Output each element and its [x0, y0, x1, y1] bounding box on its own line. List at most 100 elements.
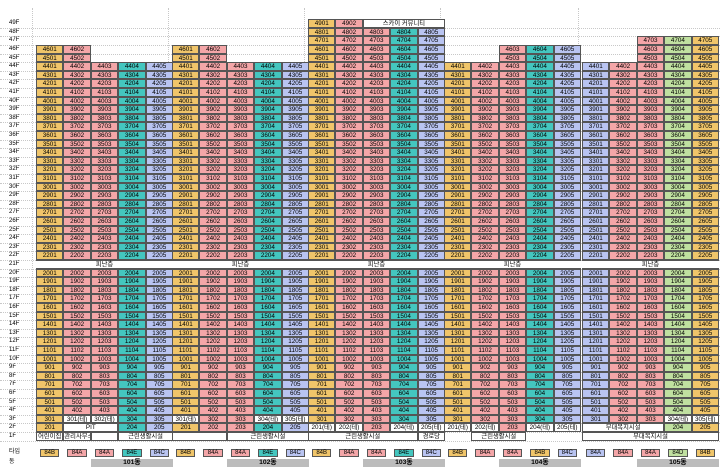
unit-cell: 2003 — [90, 268, 119, 278]
unit-cell: 2402 — [199, 234, 227, 243]
unit-cell: 1603 — [498, 303, 527, 312]
unit-cell: 4305 — [691, 70, 719, 80]
unit-cell: 3005 — [553, 182, 581, 192]
unit-cell: 4805 — [417, 27, 445, 37]
unit-cell: 4103 — [362, 88, 391, 97]
unit-cell: 3503 — [362, 139, 391, 149]
building-name: 101동 — [90, 459, 173, 467]
unit-cell: 1202 — [199, 337, 227, 346]
unit-cell: 2002 — [609, 268, 637, 278]
unit-cell: 201 — [36, 423, 64, 432]
unit-cell: 4102 — [63, 88, 91, 97]
unit-cell: 4402 — [471, 62, 499, 71]
unit-cell: 205 — [281, 423, 309, 432]
unit-cell: 705 — [417, 380, 445, 389]
type-legend-cell: 84A — [230, 449, 251, 457]
unit-cell: 2204 — [390, 251, 418, 260]
unit-cell: 1804 — [526, 285, 554, 295]
unit-cell: 2901 — [36, 191, 64, 200]
unit-cell: 4303 — [498, 70, 527, 80]
building-name: 103동 — [362, 459, 445, 467]
unit-cell: 1304 — [526, 328, 554, 338]
unit-cell: 203 — [226, 423, 255, 432]
unit-cell: 3703 — [498, 122, 527, 131]
unit-cell: 4305 — [145, 70, 173, 80]
unit-cell: 2302 — [335, 242, 363, 252]
unit-cell: 3305 — [553, 156, 581, 166]
unit-cell: 4403 — [362, 62, 391, 71]
unit-cell: 1503 — [362, 311, 391, 321]
unit-cell: 605 — [553, 389, 581, 398]
unit-cell: 3405 — [553, 148, 581, 157]
unit-cell: 2703 — [226, 208, 255, 217]
unit-cell: 1404 — [664, 320, 692, 329]
unit-cell: 3802 — [63, 113, 91, 123]
unit-cell: 2403 — [226, 234, 255, 243]
unit-cell: 2704 — [254, 208, 282, 217]
unit-cell: 4103 — [636, 88, 665, 97]
unit-cell: 1904 — [118, 277, 146, 286]
unit-cell: 1703 — [498, 294, 527, 303]
unit-cell: 1701 — [444, 294, 472, 303]
unit-cell: 702 — [609, 380, 637, 389]
unit-cell: 3001 — [444, 182, 472, 192]
unit-cell: 1905 — [417, 277, 445, 286]
unit-cell: 1401 — [582, 320, 610, 329]
unit-cell: 3702 — [471, 122, 499, 131]
unit-cell: 1805 — [417, 285, 445, 295]
unit-cell: 4001 — [36, 96, 64, 106]
unit-cell: 1503 — [636, 311, 665, 321]
unit-cell: 1204 — [526, 337, 554, 346]
unit-cell: 803 — [362, 371, 391, 381]
unit-cell: 3401 — [582, 148, 610, 157]
unit-cell: 205 — [691, 423, 719, 432]
unit-cell: 4703 — [362, 36, 391, 45]
unit-cell: 1702 — [199, 294, 227, 303]
unit-cell: 4203 — [226, 79, 255, 88]
unit-cell: 1401 — [172, 320, 200, 329]
unit-cell: 3004 — [664, 182, 692, 192]
unit-cell: 4002 — [63, 96, 91, 106]
unit-cell: 2803 — [226, 199, 255, 209]
unit-cell: 803 — [636, 371, 665, 381]
unit-cell: 2705 — [281, 208, 309, 217]
unit-cell: 2203 — [498, 251, 527, 260]
unit-cell: 3903 — [90, 105, 119, 114]
unit-cell: 1902 — [471, 277, 499, 286]
unit-cell: 2805 — [553, 199, 581, 209]
unit-cell: 3505 — [691, 139, 719, 149]
unit-cell: 3704 — [390, 122, 418, 131]
floor-label: 39F — [9, 106, 20, 113]
unit-cell: 3605 — [553, 131, 581, 140]
unit-cell: 3105 — [691, 174, 719, 183]
unit-cell: 1803 — [362, 285, 391, 295]
unit-cell: 4301 — [444, 70, 472, 80]
unit-cell: 1605 — [417, 303, 445, 312]
unit-cell: 4703 — [636, 36, 665, 45]
unit-cell: 702 — [63, 380, 91, 389]
unit-cell: 2402 — [609, 234, 637, 243]
unit-cell: 3403 — [362, 148, 391, 157]
unit-cell: 1802 — [335, 285, 363, 295]
unit-cell: 301 — [36, 414, 64, 424]
unit-cell: 4303 — [362, 70, 391, 80]
unit-cell: 302(테) — [90, 414, 119, 424]
unit-cell: 602 — [471, 389, 499, 398]
unit-cell: 4005 — [553, 96, 581, 106]
unit-cell: 4701 — [308, 36, 336, 45]
unit-cell: 3104 — [254, 174, 282, 183]
unit-cell: 3302 — [335, 156, 363, 166]
unit-cell: 4201 — [36, 79, 64, 88]
unit-cell: 2504 — [254, 225, 282, 235]
unit-cell: 4001 — [444, 96, 472, 106]
unit-cell: 2605 — [281, 217, 309, 226]
unit-cell: 4304 — [254, 70, 282, 80]
unit-cell: 903 — [362, 363, 391, 372]
unit-cell: 3001 — [36, 182, 64, 192]
unit-cell: 4201 — [444, 79, 472, 88]
floor-label: 16F — [9, 304, 20, 310]
unit-cell: 402 — [609, 406, 637, 415]
unit-cell: 2605 — [417, 217, 445, 226]
unit-cell: 2601 — [444, 217, 472, 226]
unit-cell: 4501 — [308, 53, 336, 63]
